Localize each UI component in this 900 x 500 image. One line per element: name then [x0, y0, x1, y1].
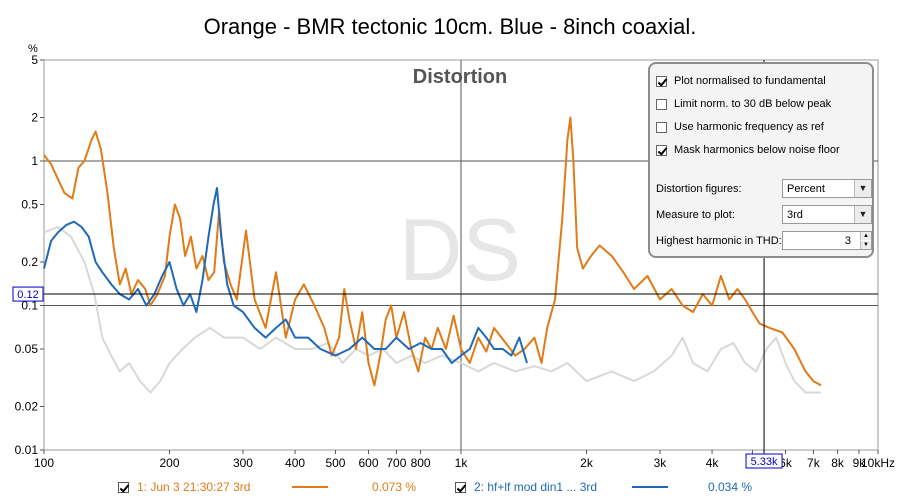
checkbox-label: Limit norm. to 30 dB below peak: [674, 98, 832, 110]
x-tick-label: 4k: [706, 456, 720, 470]
y-tick-label: 0.05: [15, 342, 39, 356]
y-tick-label: 0.5: [21, 197, 38, 211]
legend-label: 1: Jun 3 21:30:27 3rd: [137, 480, 251, 494]
checkbox-mask-harmonics[interactable]: Mask harmonics below noise floor: [656, 142, 840, 158]
x-axis-ticks: 1002003004005006007008001k2k3k4k5k6k7k8k…: [34, 450, 895, 470]
series-line-1: [43, 116, 822, 387]
legend-value: 0.073 %: [372, 480, 417, 494]
settings-panel: Plot normalised to fundamental Limit nor…: [648, 62, 874, 258]
x-tick-label: 2k: [580, 456, 594, 470]
watermark: DS: [399, 200, 521, 299]
chart-title: Orange - BMR tectonic 10cm. Blue - 8inch…: [204, 14, 697, 39]
x-tick-label: 3k: [654, 456, 668, 470]
y-tick-label: 2: [31, 111, 38, 125]
y-tick-label: 0.2: [21, 255, 38, 269]
x-tick-label: 100: [34, 456, 54, 470]
measure-to-plot-label: Measure to plot:: [656, 209, 735, 221]
checkbox-harmonic-freq-ref[interactable]: Use harmonic frequency as ref: [656, 119, 824, 135]
legend-item-series-1[interactable]: 1: Jun 3 21:30:27 3rd: [118, 478, 250, 496]
measure-to-plot-select[interactable]: 3rd ▼: [782, 205, 872, 224]
series-line-3: [43, 225, 821, 394]
checkbox-label: Use harmonic frequency as ref: [674, 121, 824, 133]
highest-harmonic-value: 3: [844, 235, 851, 247]
x-tick-label: 8k: [831, 456, 845, 470]
y-tick-label: 5: [31, 53, 38, 67]
checkbox-limit-norm[interactable]: Limit norm. to 30 dB below peak: [656, 96, 831, 112]
checkbox-plot-normalised[interactable]: Plot normalised to fundamental: [656, 73, 826, 89]
chevron-down-icon[interactable]: ▼: [860, 241, 871, 249]
checkbox-icon[interactable]: [656, 98, 667, 110]
checkbox-label: Plot normalised to fundamental: [674, 75, 826, 87]
highest-harmonic-spinner[interactable]: 3 ▲ ▼: [782, 231, 872, 250]
distortion-figures-select[interactable]: Percent ▼: [782, 179, 872, 198]
x-tick-label: 400: [285, 456, 305, 470]
chevron-up-icon[interactable]: ▲: [860, 232, 871, 240]
chevron-down-icon[interactable]: ▼: [854, 180, 871, 197]
measure-to-plot-row: Measure to plot: 3rd ▼: [656, 205, 872, 225]
legend-item-series-2[interactable]: 2: hf+lf mod din1 ... 3rd: [455, 478, 597, 496]
x-tick-label: 300: [233, 456, 253, 470]
y-tick-label: 0.01: [15, 443, 39, 457]
highest-harmonic-label: Highest harmonic in THD:: [656, 235, 782, 247]
distortion-figures-label: Distortion figures:: [656, 183, 742, 195]
legend-label: 2: hf+lf mod din1 ... 3rd: [474, 480, 598, 494]
y-axis-label: %: [28, 43, 38, 55]
checkbox-icon[interactable]: [656, 121, 667, 133]
x-tick-label: 9k: [853, 456, 867, 470]
highest-harmonic-row: Highest harmonic in THD: 3 ▲ ▼: [656, 231, 872, 251]
legend-checkbox-icon[interactable]: [455, 481, 466, 493]
x-tick-label: 500: [325, 456, 345, 470]
y-axis-ticks: 0.01 0.02 0.05 0.1 0.2 0.5 1 2 5: [15, 53, 44, 457]
legend: 1: Jun 3 21:30:27 3rd 0.073 % 2: hf+lf m…: [0, 478, 900, 496]
cursor-y-box: [12, 286, 44, 302]
measure-to-plot-value: 3rd: [787, 209, 803, 221]
distortion-figures-value: Percent: [787, 183, 825, 195]
x-tick-label: 700: [386, 456, 406, 470]
x-tick-label: 1k: [455, 456, 469, 470]
cursor-x-box: [745, 453, 783, 469]
x-tick-label: 200: [160, 456, 180, 470]
cursor-x-readout: 5.33k: [751, 456, 778, 468]
y-tick-label: 1: [31, 154, 38, 168]
chevron-down-icon[interactable]: ▼: [854, 206, 871, 223]
x-tick-label: 6k: [779, 456, 793, 470]
legend-checkbox-icon[interactable]: [118, 481, 129, 493]
distortion-figures-row: Distortion figures: Percent ▼: [656, 179, 872, 199]
checkbox-icon[interactable]: [656, 75, 667, 87]
cursor-y-readout: 0.12: [17, 289, 38, 301]
legend-line-swatch: [632, 486, 668, 488]
series-line-2: [43, 187, 528, 364]
chart-subtitle: Distortion: [413, 66, 507, 88]
x-tick-label: 7k: [807, 456, 821, 470]
x-tick-label: 10kHz: [861, 456, 895, 470]
series-lines: [43, 116, 822, 394]
x-tick-label: 800: [411, 456, 431, 470]
y-tick-label: 0.02: [15, 400, 39, 414]
checkbox-label: Mask harmonics below noise floor: [674, 144, 840, 156]
y-tick-label: 0.1: [21, 299, 38, 313]
checkbox-icon[interactable]: [656, 144, 667, 156]
x-tick-label: 600: [358, 456, 378, 470]
legend-line-swatch: [292, 486, 328, 488]
legend-value: 0.034 %: [708, 480, 753, 494]
